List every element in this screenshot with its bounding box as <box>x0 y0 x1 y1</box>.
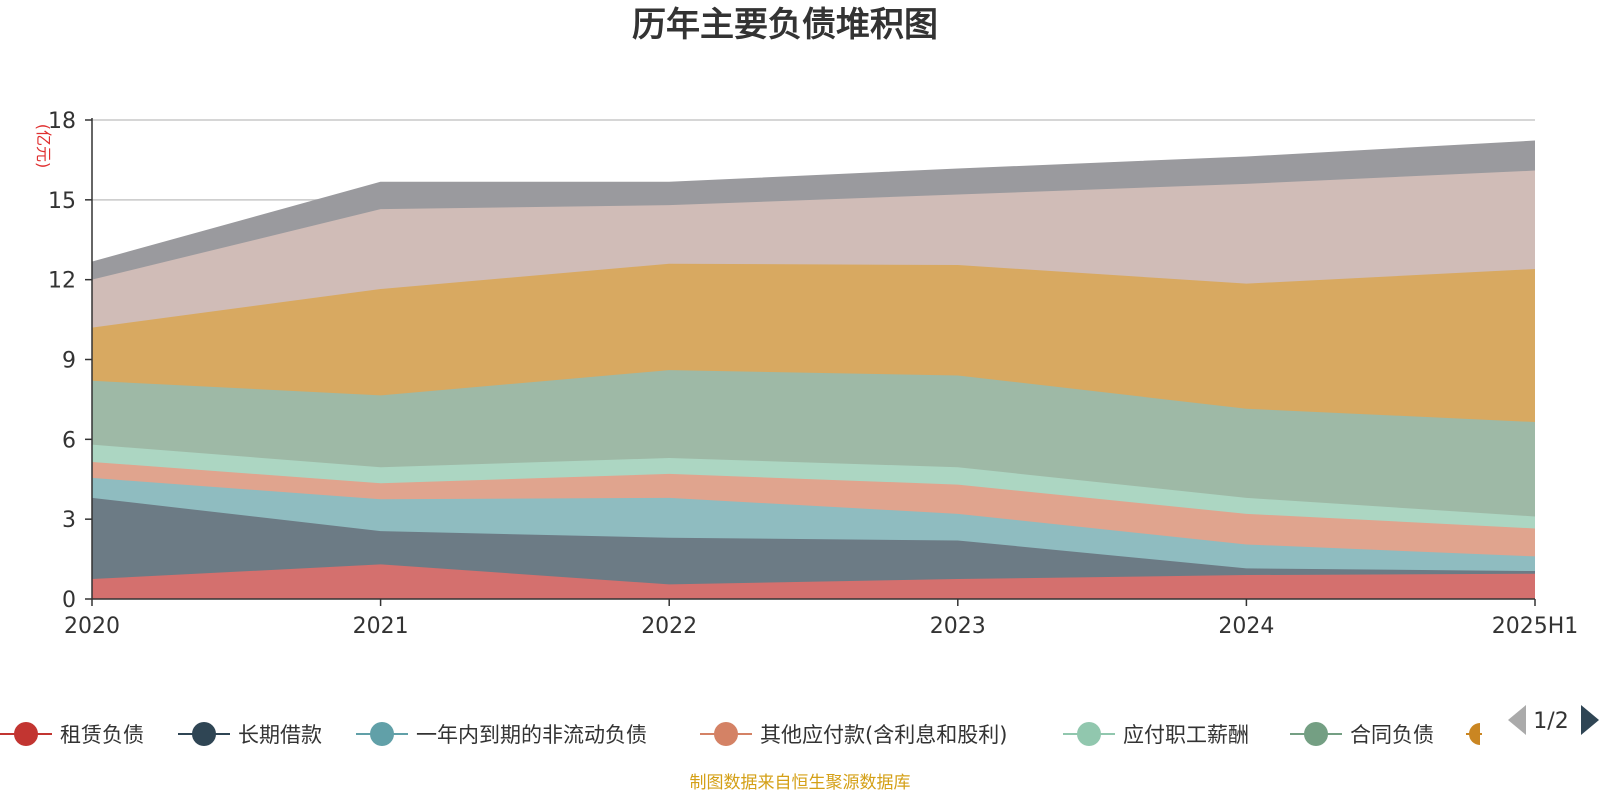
legend-item-1[interactable]: 租赁负债 <box>0 722 144 747</box>
y-tick-label: 6 <box>62 428 76 453</box>
area-series-1 <box>92 564 1535 599</box>
legend-marker-icon <box>714 722 738 746</box>
legend-page-indicator: 1/2 <box>1533 709 1568 734</box>
legend-marker-icon <box>192 722 216 746</box>
legend-pager: 1/2 <box>1508 705 1599 735</box>
y-axis-unit-label: (亿元) <box>34 124 53 169</box>
data-source-note: 制图数据来自恒生聚源数据库 <box>690 773 911 793</box>
legend-label: 其他应付款(含利息和股利) <box>760 723 1007 747</box>
x-tick-label: 2022 <box>641 614 697 639</box>
area-series-6 <box>92 370 1535 517</box>
legend-label: 租赁负债 <box>60 723 144 747</box>
legend-marker-icon <box>370 722 394 746</box>
stacked-areas <box>91 140 1536 599</box>
x-tick-label: 2025H1 <box>1492 614 1579 639</box>
legend: 租赁负债 长期借款 一年内到期的非流动负债 其他应付款(含利息和股利) 应付职工薪酬 合同… <box>0 722 1482 747</box>
area-series-8 <box>92 170 1535 328</box>
chart-title: 历年主要负债堆积图 <box>632 5 938 45</box>
x-tick-label: 2023 <box>930 614 986 639</box>
legend-item-partial[interactable] <box>1466 723 1482 745</box>
y-tick-label: 15 <box>48 189 76 214</box>
legend-label: 长期借款 <box>238 723 322 747</box>
legend-marker-icon <box>1304 722 1328 746</box>
area-series-4 <box>92 461 1535 557</box>
x-tick-label: 2020 <box>64 614 120 639</box>
legend-marker-icon <box>1077 722 1101 746</box>
legend-item-5[interactable]: 应付职工薪酬 <box>1063 722 1249 747</box>
area-series-3 <box>92 477 1535 572</box>
y-tick-label: 3 <box>62 508 76 533</box>
area-series-9 <box>92 141 1535 280</box>
legend-item-3[interactable]: 一年内到期的非流动负债 <box>356 722 647 747</box>
line-series-9 <box>91 140 1536 264</box>
y-axis-ticks: 0 3 6 9 12 15 18 <box>48 109 92 613</box>
y-tick-label: 9 <box>62 349 76 374</box>
y-tick-label: 18 <box>48 109 76 134</box>
area-series-2 <box>92 497 1535 585</box>
x-tick-label: 2024 <box>1218 614 1274 639</box>
legend-label: 应付职工薪酬 <box>1123 723 1249 747</box>
x-axis-ticks: 2020 2021 2022 2023 2024 2025H1 <box>64 599 1578 639</box>
legend-label: 合同负债 <box>1350 723 1434 747</box>
y-tick-label: 0 <box>62 588 76 613</box>
legend-marker-icon <box>14 722 38 746</box>
legend-marker-icon <box>1469 723 1480 745</box>
legend-item-4[interactable]: 其他应付款(含利息和股利) <box>700 722 1007 747</box>
legend-prev-page-icon[interactable] <box>1508 705 1526 735</box>
legend-next-page-icon[interactable] <box>1581 705 1599 735</box>
legend-item-6[interactable]: 合同负债 <box>1290 722 1434 747</box>
legend-label: 一年内到期的非流动负债 <box>416 723 647 747</box>
legend-item-2[interactable]: 长期借款 <box>178 722 322 747</box>
x-tick-label: 2021 <box>353 614 409 639</box>
area-series-7 <box>92 263 1535 423</box>
y-tick-label: 12 <box>48 269 76 294</box>
